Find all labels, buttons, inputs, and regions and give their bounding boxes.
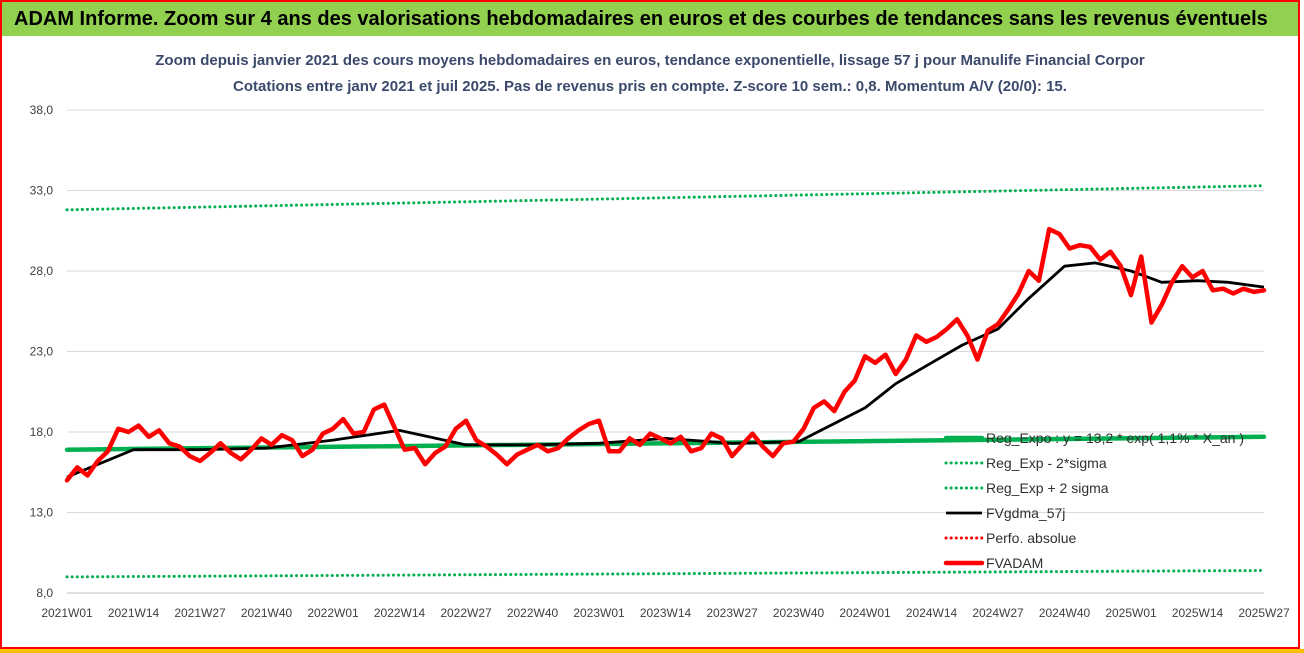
series-line-5 xyxy=(64,226,1267,483)
x-tick-label: 2023W01 xyxy=(573,606,625,620)
legend-label: Reg_Exp + 2 sigma xyxy=(986,480,1109,496)
x-tick-label: 2021W01 xyxy=(41,606,93,620)
y-tick-label: 33,0 xyxy=(30,184,54,198)
x-tick-label: 2022W27 xyxy=(440,606,492,620)
legend: Reg_Expo : y = 13,2 * exp( 1,1% * X_an )… xyxy=(943,430,1244,571)
x-tick-label: 2023W40 xyxy=(773,606,825,620)
series-line-2 xyxy=(65,184,1266,212)
y-tick-label: 28,0 xyxy=(30,264,54,278)
y-tick-label: 23,0 xyxy=(30,345,54,359)
x-tick-label: 2022W40 xyxy=(507,606,559,620)
y-tick-label: 38,0 xyxy=(30,103,54,117)
x-tick-label: 2024W01 xyxy=(839,606,891,620)
x-tick-label: 2021W40 xyxy=(241,606,293,620)
x-tick-label: 2023W14 xyxy=(640,606,692,620)
y-axis: 8,0 13,0 18,0 23,0 28,0 33,0 38,0 xyxy=(30,103,54,600)
bottom-accent-bar xyxy=(0,649,1304,653)
legend-label: Reg_Exp - 2*sigma xyxy=(986,455,1107,471)
y-tick-label: 13,0 xyxy=(30,506,54,520)
series-line-3 xyxy=(66,261,1265,479)
chart-title: Zoom depuis janvier 2021 des cours moyen… xyxy=(155,52,1145,69)
x-tick-label: 2025W14 xyxy=(1172,606,1224,620)
x-tick-label: 2024W27 xyxy=(972,606,1024,620)
x-tick-label: 2022W01 xyxy=(307,606,359,620)
chart-subtitle: Cotations entre janv 2021 et juil 2025. … xyxy=(233,78,1067,95)
x-tick-label: 2024W40 xyxy=(1039,606,1091,620)
x-tick-label: 2021W27 xyxy=(174,606,226,620)
x-tick-label: 2022W14 xyxy=(374,606,426,620)
legend-label: Reg_Expo : y = 13,2 * exp( 1,1% * X_an ) xyxy=(986,430,1244,446)
series-lines xyxy=(64,184,1267,579)
x-tick-label: 2024W14 xyxy=(906,606,958,620)
x-tick-label: 2023W27 xyxy=(706,606,758,620)
y-tick-label: 18,0 xyxy=(30,425,54,439)
legend-label: FVgdma_57j xyxy=(986,505,1065,521)
x-tick-label: 2021W14 xyxy=(108,606,160,620)
series-line-1 xyxy=(65,569,1266,579)
page-title: ADAM Informe. Zoom sur 4 ans des valoris… xyxy=(2,2,1298,36)
x-tick-label: 2025W01 xyxy=(1105,606,1157,620)
legend-label: FVADAM xyxy=(986,555,1043,571)
legend-label: Perfo. absolue xyxy=(986,530,1076,546)
y-tick-label: 8,0 xyxy=(36,586,53,600)
gridlines xyxy=(67,109,1264,594)
x-axis: 2021W01 2021W14 2021W27 2021W40 2022W01 2022W… xyxy=(41,592,1290,620)
x-tick-label: 2025W27 xyxy=(1238,606,1290,620)
